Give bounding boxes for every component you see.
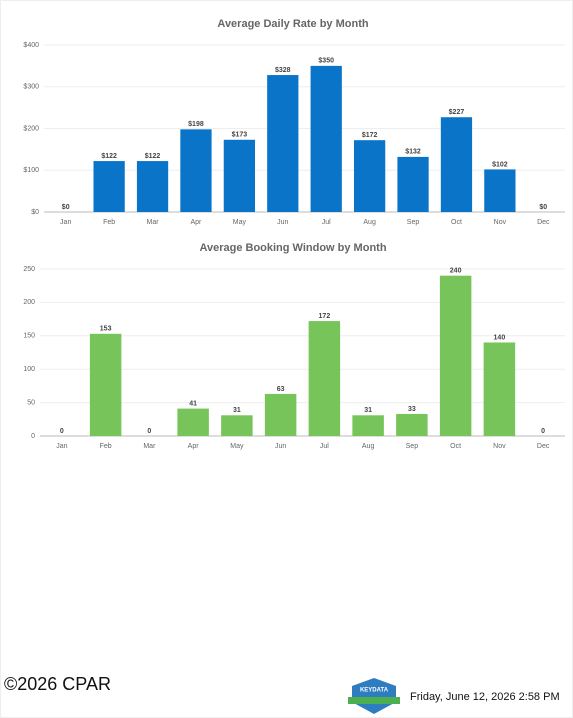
x-tick-label: Jun [277, 219, 288, 226]
logo-shield [352, 678, 396, 714]
logo: KEYDATA [348, 678, 400, 714]
y-tick-label: $0 [31, 209, 39, 216]
x-tick-label: Nov [493, 443, 506, 450]
x-tick-label: Dec [537, 219, 550, 226]
bar [308, 321, 341, 436]
x-tick-label: Jul [322, 219, 331, 226]
bar [484, 169, 516, 212]
bar [264, 393, 297, 436]
bar [180, 129, 212, 212]
bar [177, 408, 209, 436]
value-label: $198 [188, 121, 204, 128]
y-tick-label: 250 [23, 266, 35, 273]
x-tick-label: Feb [103, 219, 115, 226]
value-label: $350 [318, 58, 334, 65]
value-label: $0 [62, 204, 70, 211]
logo-ribbon [348, 697, 400, 704]
x-tick-label: Apr [188, 443, 200, 450]
x-tick-label: Dec [537, 443, 550, 450]
bar [353, 140, 386, 212]
bar [439, 275, 472, 436]
value-label: $122 [101, 153, 117, 160]
y-tick-label: $100 [23, 167, 39, 174]
bar [93, 161, 125, 212]
value-label: 0 [147, 428, 151, 435]
y-tick-label: 50 [27, 399, 35, 406]
bar [440, 117, 473, 212]
value-label: 240 [450, 268, 462, 275]
y-tick-label: $300 [23, 84, 39, 91]
bar [397, 156, 429, 212]
x-tick-label: Apr [191, 219, 203, 226]
x-tick-label: Mar [147, 219, 160, 226]
x-tick-label: Sep [407, 219, 420, 226]
value-label: $0 [539, 204, 547, 211]
x-tick-label: Jan [60, 219, 71, 226]
value-label: $172 [362, 132, 378, 139]
value-label: $173 [232, 132, 248, 139]
bar [483, 342, 516, 436]
bar [89, 333, 122, 436]
x-tick-label: Mar [143, 443, 156, 450]
x-tick-label: May [230, 443, 244, 450]
timestamp: Friday, June 12, 2026 2:58 PM [410, 691, 560, 703]
chart-title: Average Booking Window by Month [199, 242, 386, 254]
x-tick-label: Jun [275, 443, 286, 450]
y-tick-label: 100 [23, 366, 35, 373]
y-tick-label: 0 [31, 433, 35, 440]
value-label: 33 [408, 406, 416, 413]
value-label: $132 [405, 149, 421, 156]
bar [221, 415, 253, 436]
value-label: 0 [541, 428, 545, 435]
y-tick-label: 150 [23, 333, 35, 340]
logo-text: KEYDATA [360, 688, 389, 694]
value-label: 0 [60, 428, 64, 435]
value-label: 31 [364, 407, 372, 414]
x-tick-label: Feb [100, 443, 112, 450]
y-tick-label: $400 [23, 42, 39, 49]
copyright: ©2026 CPAR [4, 674, 111, 694]
value-label: 140 [494, 334, 506, 341]
value-label: 31 [233, 407, 241, 414]
x-tick-label: Sep [406, 443, 419, 450]
y-tick-label: 200 [23, 299, 35, 306]
x-tick-label: May [233, 219, 247, 226]
value-label: $102 [492, 161, 508, 168]
bar [267, 75, 299, 212]
x-tick-label: Oct [450, 443, 461, 450]
x-tick-label: Nov [494, 219, 507, 226]
value-label: 153 [100, 326, 112, 333]
value-label: $122 [145, 153, 161, 160]
x-tick-label: Jan [56, 443, 67, 450]
y-tick-label: $200 [23, 125, 39, 132]
bar [310, 65, 342, 212]
bar [396, 413, 428, 436]
value-label: $328 [275, 67, 291, 74]
value-label: $227 [449, 109, 465, 116]
value-label: 172 [319, 313, 331, 320]
value-label: 63 [277, 386, 285, 393]
x-tick-label: Aug [362, 443, 375, 450]
x-tick-label: Aug [363, 219, 376, 226]
bar [136, 161, 169, 212]
bar [352, 415, 384, 436]
chart-title: Average Daily Rate by Month [217, 18, 368, 30]
bar [223, 139, 256, 212]
value-label: 41 [189, 400, 197, 407]
x-tick-label: Jul [320, 443, 329, 450]
x-tick-label: Oct [451, 219, 462, 226]
